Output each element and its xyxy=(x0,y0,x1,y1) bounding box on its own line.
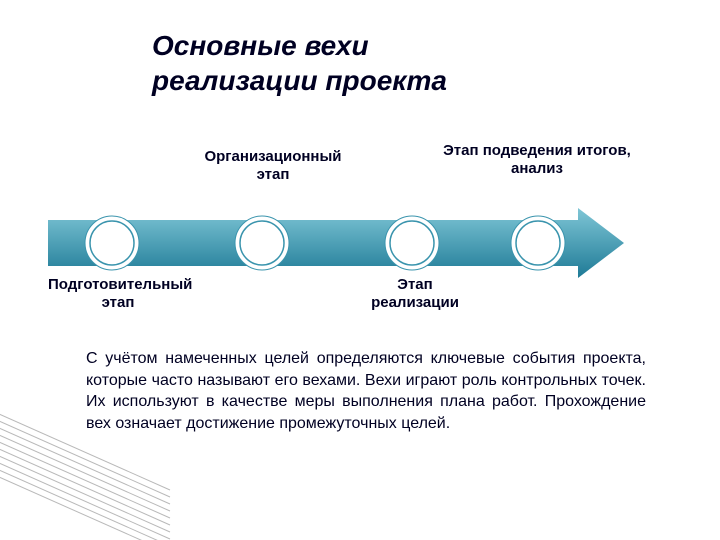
milestone-label-2: Этап реализации xyxy=(360,276,470,312)
corner-decoration xyxy=(0,350,190,540)
milestone-label-0: Подготовительный этап xyxy=(48,276,188,312)
slide-title: Основные вехи реализации проекта xyxy=(152,28,447,98)
milestone-label-1: Организационный этап xyxy=(198,148,348,184)
milestone-label-3: Этап подведения итогов, анализ xyxy=(442,142,632,178)
title-line-1: Основные вехи xyxy=(152,30,369,61)
timeline-arrow xyxy=(48,208,628,282)
title-line-2: реализации проекта xyxy=(152,65,447,96)
